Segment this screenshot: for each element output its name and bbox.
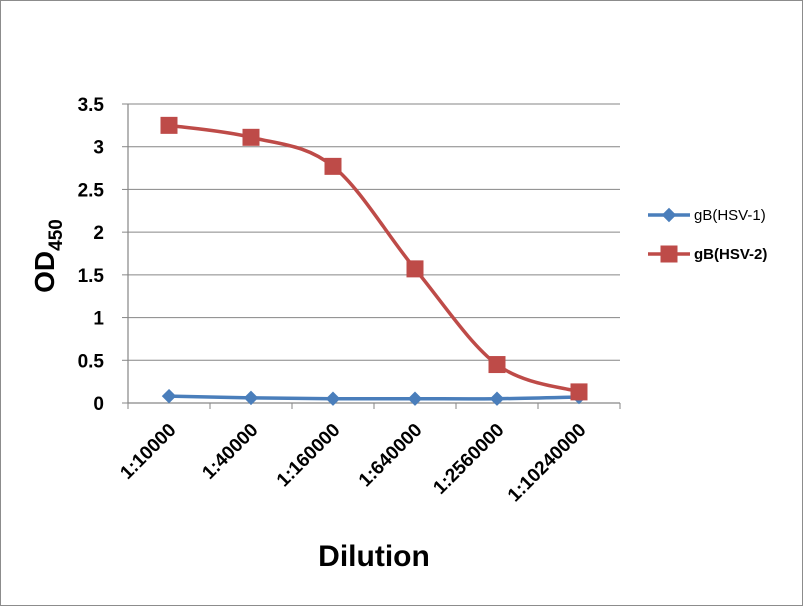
y-tick-label: 1 xyxy=(93,309,104,330)
gridlines xyxy=(128,103,620,361)
series-line xyxy=(168,394,580,401)
x-tick-label: 1:2560000 xyxy=(429,420,508,499)
data-point xyxy=(488,356,506,374)
legend-marker xyxy=(660,245,678,263)
data-point xyxy=(243,390,259,406)
x-tick-label: 1:10240000 xyxy=(504,420,591,507)
data-point xyxy=(325,391,341,406)
x-tick-label: 1:40000 xyxy=(198,420,262,484)
series-1 xyxy=(161,388,587,406)
y-axis-title: OD450 xyxy=(29,219,67,293)
y-axis-title-subscript: 450 xyxy=(46,219,67,251)
x-tick-label: 1:640000 xyxy=(355,420,427,492)
legend: gB(HSV-1) gB(HSV-2) xyxy=(648,207,767,263)
x-tick-label: 1:160000 xyxy=(273,420,345,492)
legend-marker xyxy=(661,207,677,223)
x-axis-title: Dilution xyxy=(318,540,430,573)
data-point xyxy=(489,391,505,406)
legend-label: gB(HSV-1) xyxy=(694,207,766,224)
y-tick-label: 0 xyxy=(93,394,104,415)
y-axis-title-main: OD xyxy=(29,251,60,293)
y-tick-label: 3.5 xyxy=(78,95,105,116)
data-point xyxy=(406,260,424,278)
data-point xyxy=(160,116,178,134)
y-tick-label: 2.5 xyxy=(78,180,105,201)
y-tick-label: 1.5 xyxy=(78,266,105,287)
data-point xyxy=(161,388,177,404)
x-axis-ticks: 1:10000 1:40000 1:160000 1:640000 1:25600001… xyxy=(116,403,621,507)
data-point xyxy=(407,391,423,406)
data-point xyxy=(242,128,260,146)
legend-item: gB(HSV-1) xyxy=(648,207,766,224)
legend-label: gB(HSV-2) xyxy=(694,246,767,263)
series-layer xyxy=(160,116,588,406)
data-point xyxy=(324,157,342,175)
data-point xyxy=(570,383,588,401)
y-tick-label: 2 xyxy=(93,223,104,244)
x-tick-label: 1:10000 xyxy=(116,420,180,484)
y-tick-label: 3 xyxy=(93,138,104,159)
y-tick-label: 0.5 xyxy=(78,351,105,372)
series-2 xyxy=(160,116,588,401)
legend-item: gB(HSV-2) xyxy=(648,245,767,263)
y-axis-ticks: 0 0.5 1 1.5 2 2.5 3 3.5 xyxy=(78,95,128,415)
series-line xyxy=(168,123,580,394)
